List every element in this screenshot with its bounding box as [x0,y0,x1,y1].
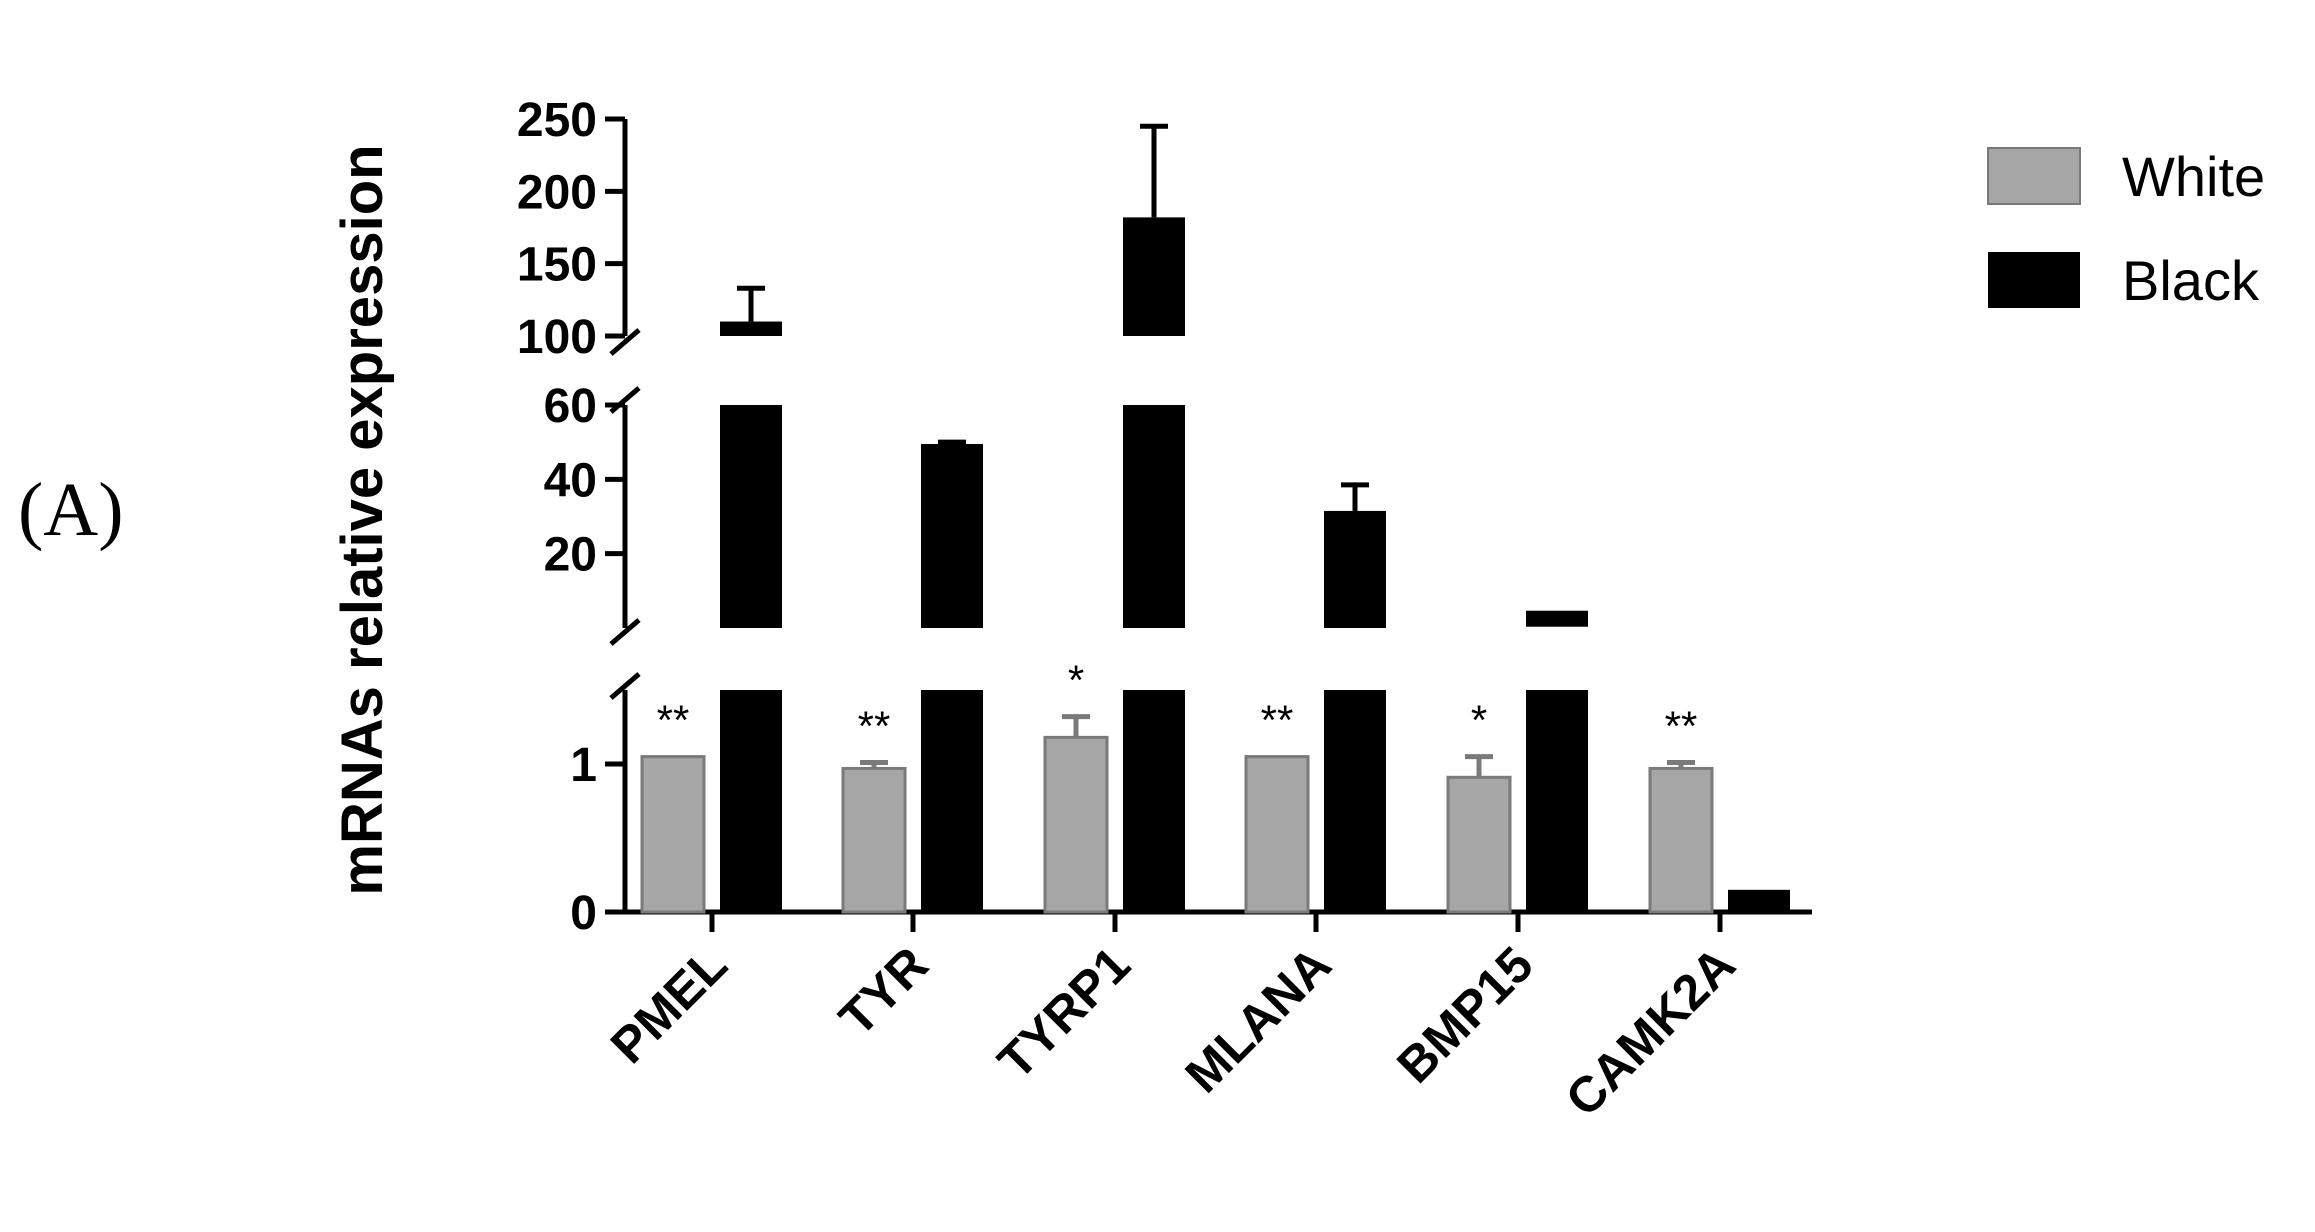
bar-white-tyr [841,766,907,914]
y-tick-label: 1 [570,739,597,792]
panel-label: (A) [18,468,124,552]
bar-black-tyrp1 [1123,690,1185,912]
x-tick-label-tyrp1: TYRP1 [987,936,1141,1090]
bar-black-pmel [720,321,782,336]
bar-black-bmp15 [1526,690,1588,912]
bar-black-pmel [720,690,782,912]
bar-white-tyrp1 [1043,735,1109,914]
y-tick-label: 0 [570,887,597,940]
legend-label-black: Black [2122,249,2260,312]
x-tick-label-mlana: MLANA [1175,936,1342,1103]
y-tick-label: 60 [544,380,597,433]
y-tick-label: 100 [517,311,597,364]
significance-marker: ** [1665,703,1698,750]
significance-marker: ** [657,697,690,744]
bar-black-tyrp1 [1123,217,1185,336]
x-tick-label-tyr: TYR [828,936,938,1046]
bar-black-camk2a [1728,889,1790,912]
legend-label-white: White [2122,145,2265,208]
y-tick-label: 40 [544,454,597,507]
axis-break-mark [609,328,641,356]
bar-black-mlana [1324,510,1386,628]
legend: White Black [1987,145,2265,312]
x-tick-label-camk2a: CAMK2A [1555,936,1746,1127]
significance-marker: * [1068,657,1084,704]
bar-black-tyr [921,444,983,628]
x-tick-label-pmel: PMEL [600,936,738,1074]
significance-marker: ** [858,703,891,750]
axis-break-mark [609,618,641,646]
plot-area: 0 1 20 40 60 100 150 200 250 ** PMEL ** TYR * TYRP1 ** M… [517,94,1812,1127]
bar-black-bmp15 [1526,610,1588,627]
legend-swatch-black [1988,252,2080,308]
bar-black-tyr [921,690,983,912]
bar-black-tyrp1 [1123,405,1185,628]
axis-break-mark [609,672,641,700]
bar-white-pmel [640,755,706,914]
bar-black-mlana [1324,690,1386,912]
significance-marker: ** [1261,697,1294,744]
y-tick-label: 250 [517,94,597,147]
significance-marker: * [1471,697,1487,744]
bar-white-camk2a [1648,766,1714,914]
y-axis-title: mRNAs relative expression [330,144,395,895]
legend-swatch-white [1987,147,2081,205]
y-tick-label: 200 [517,166,597,219]
bar-white-bmp15 [1446,775,1512,914]
x-tick-label-bmp15: BMP15 [1386,936,1543,1093]
y-tick-label: 20 [544,529,597,582]
axis-break-mark [609,386,641,414]
y-tick-label: 150 [517,239,597,292]
bar-black-pmel [720,405,782,628]
bar-white-mlana [1244,755,1310,914]
